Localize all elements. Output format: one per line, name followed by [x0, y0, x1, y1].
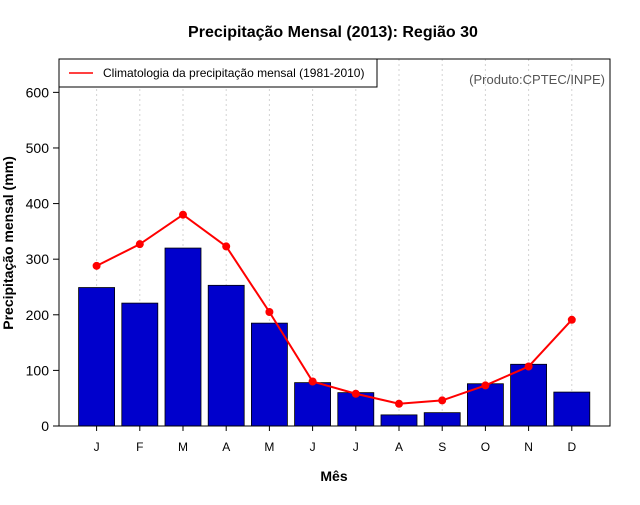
bar-series	[78, 247, 591, 427]
product-annotation: (Produto:CPTEC/INPE)	[469, 72, 605, 87]
climatology-point-10	[481, 381, 490, 390]
y-tick-label-500: 500	[26, 140, 50, 156]
climatology-point-4	[222, 242, 231, 251]
climatology-point-5	[265, 308, 274, 317]
bar-month-4	[207, 284, 245, 427]
x-tick-label-12: D	[567, 440, 576, 454]
y-axis-label: Precipitação mensal (mm)	[0, 156, 16, 330]
legend: Climatologia da precipitação mensal (198…	[58, 58, 378, 88]
legend-entry-climatology: Climatologia da precipitação mensal (198…	[103, 66, 364, 80]
bar-month-12	[553, 391, 591, 427]
climatology-line	[96, 213, 573, 405]
x-tick-label-1: J	[94, 440, 100, 454]
climatology-point-3	[179, 210, 187, 219]
climatology-point-8	[395, 399, 403, 408]
legend-frame	[58, 58, 378, 88]
bar-month-9	[423, 412, 461, 427]
x-tick-label-6: J	[310, 440, 316, 454]
x-tick-label-4: A	[222, 440, 230, 454]
y-tick-label-400: 400	[26, 196, 50, 212]
y-tick-label-300: 300	[26, 251, 50, 267]
y-tick-label-600: 600	[26, 84, 50, 100]
x-tick-label-11: N	[524, 440, 533, 454]
climatology-point-1	[92, 261, 101, 270]
x-tick-label-10: O	[481, 440, 490, 454]
bar-month-11	[510, 363, 548, 427]
bar-month-2	[121, 302, 159, 427]
x-tick-label-8: A	[395, 440, 403, 454]
x-tick-label-3: M	[178, 440, 188, 454]
y-tick-label-0: 0	[41, 418, 49, 434]
climatology-point-7	[351, 389, 360, 398]
x-tick-label-9: S	[438, 440, 446, 454]
climatology-point-6	[308, 377, 317, 386]
climatology-point-9	[438, 396, 447, 405]
x-tick-label-2: F	[136, 440, 143, 454]
y-axis: 0 100 200 300 400 500 600	[26, 84, 59, 434]
climatology-point-12	[567, 315, 576, 324]
x-axis-label: Mês	[320, 468, 347, 484]
bar-month-6	[294, 382, 332, 427]
bar-month-3	[164, 247, 202, 427]
y-tick-label-100: 100	[26, 362, 50, 378]
y-tick-label-200: 200	[26, 307, 50, 323]
bar-month-7	[337, 392, 375, 427]
x-tick-label-7: J	[353, 440, 359, 454]
climatology-point-2	[135, 240, 144, 249]
climatology-point-11	[524, 362, 533, 371]
x-tick-label-5: M	[264, 440, 274, 454]
bar-month-8	[380, 414, 418, 427]
chart-title: Precipitação Mensal (2013): Região 30	[188, 24, 478, 41]
bar-month-5	[250, 322, 288, 427]
climatology-series	[92, 210, 576, 408]
bar-month-1	[78, 287, 115, 427]
